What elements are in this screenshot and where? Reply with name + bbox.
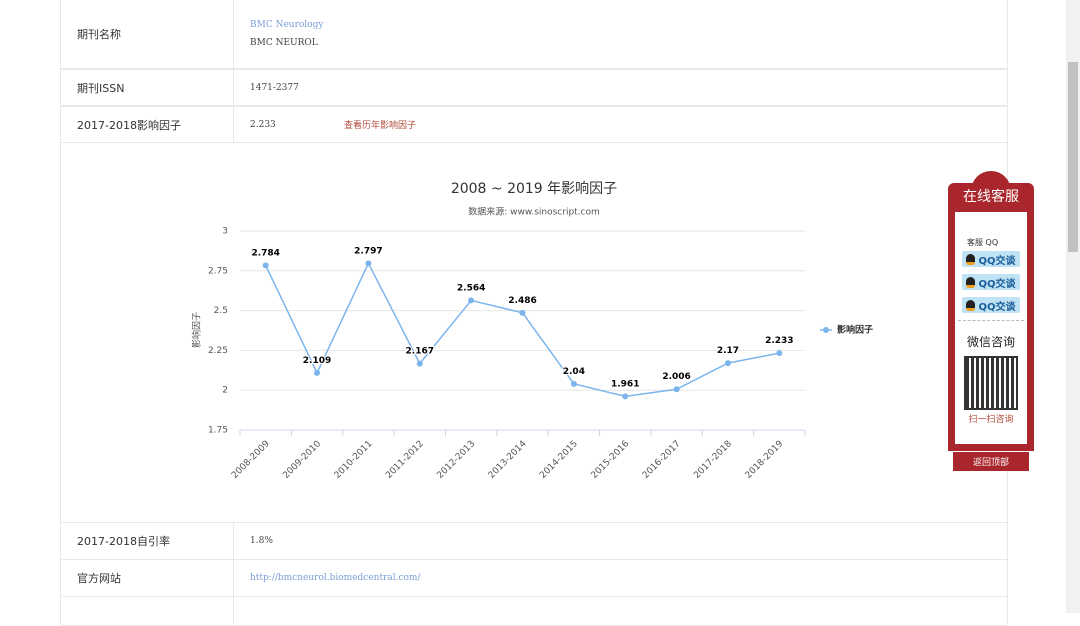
qq-button-text: QQ交谈 [978,255,1016,267]
qq-button[interactable]: QQ交谈 [962,297,1020,313]
x-tick-label: 2008-2009 [230,439,272,481]
data-point [262,262,269,269]
data-point [468,297,475,304]
x-tick-label: 2015-2016 [590,439,632,481]
y-tick-label: 2 [222,386,228,396]
x-tick-label: 2011-2012 [384,439,426,481]
data-point [519,309,526,316]
row-label: 期刊ISSN [60,69,234,106]
data-point [365,260,372,267]
scrollbar-thumb[interactable] [1068,62,1078,252]
data-label: 2.564 [457,283,485,293]
y-axis-label: 影响因子 [191,312,203,348]
data-point [314,369,321,376]
website-link[interactable]: http://bmcneurol.biomedcentral.com/ [250,573,421,583]
series-line [265,261,780,398]
journal-abbr: BMC NEUROL [250,38,318,48]
row-value: BMC Neurology BMC NEUROL [234,0,1008,69]
x-tick-label: 2009-2010 [281,439,323,481]
legend-marker [823,327,829,333]
divider [958,320,1024,321]
x-tick-label: 2017-2018 [692,439,734,481]
history-link[interactable]: 查看历年影响因子 [344,121,417,131]
data-label: 1.961 [611,379,639,389]
data-label: 2.784 [251,248,279,258]
x-tick-label: 2016-2017 [641,439,683,481]
journal-name-link[interactable]: BMC Neurology [250,20,324,30]
x-tick-label: 2013-2014 [487,439,529,481]
data-point [724,360,731,367]
data-point [622,393,629,400]
x-tick-label: 2014-2015 [538,439,580,481]
x-tick-label: 2010-2011 [333,439,375,481]
impact-factor: 2.233 [250,119,276,130]
row-label: 期刊名称 [60,0,234,69]
data-label: 2.109 [303,356,331,366]
data-label: 2.486 [508,296,536,306]
issn: 1471-2377 [250,82,299,93]
y-tick-label: 1.75 [208,426,228,436]
y-tick-label: 2.5 [214,306,228,316]
widget-title: 在线客服 [963,189,1019,205]
data-point [776,350,783,357]
data-label: 2.233 [765,336,793,346]
back-to-top[interactable]: 返回顶部 [953,452,1029,471]
page: 期刊名称 BMC Neurology BMC NEUROL 期刊ISSN 147… [60,0,1080,626]
qq-button-text: QQ交谈 [978,301,1016,313]
data-label: 2.006 [662,372,690,382]
y-tick-label: 2.75 [208,266,228,276]
qr-code [964,356,1018,410]
x-tick-label: 2012-2013 [435,439,477,481]
self-cite: 1.8% [250,536,273,546]
data-point [673,386,680,393]
y-tick-label: 3 [222,227,228,237]
data-label: 2.04 [563,367,585,377]
chart: 2008 ~ 2019 年影响因子 数据来源: www.sinoscript.c… [191,181,874,481]
y-tick-label: 2.25 [208,346,228,356]
row-value: 1471-2377 [234,69,1008,106]
legend-label: 影响因子 [837,324,873,336]
qq-button-text: QQ交谈 [978,278,1016,290]
data-point [416,360,423,367]
qq-label: 客服 QQ [967,238,999,247]
data-point [570,380,577,387]
wechat-title: 微信咨询 [966,335,1015,349]
qq-button[interactable]: QQ交谈 [962,274,1020,290]
data-label: 2.167 [406,347,434,357]
qq-button[interactable]: QQ交谈 [962,251,1020,267]
data-label: 2.17 [717,346,739,356]
data-label: 2.797 [354,246,382,256]
x-tick-label: 2018-2019 [744,439,786,481]
chart-subtitle: 数据来源: www.sinoscript.com [468,206,600,218]
chart-title: 2008 ~ 2019 年影响因子 [451,181,617,197]
wechat-caption: 扫一扫咨询 [968,415,1014,425]
